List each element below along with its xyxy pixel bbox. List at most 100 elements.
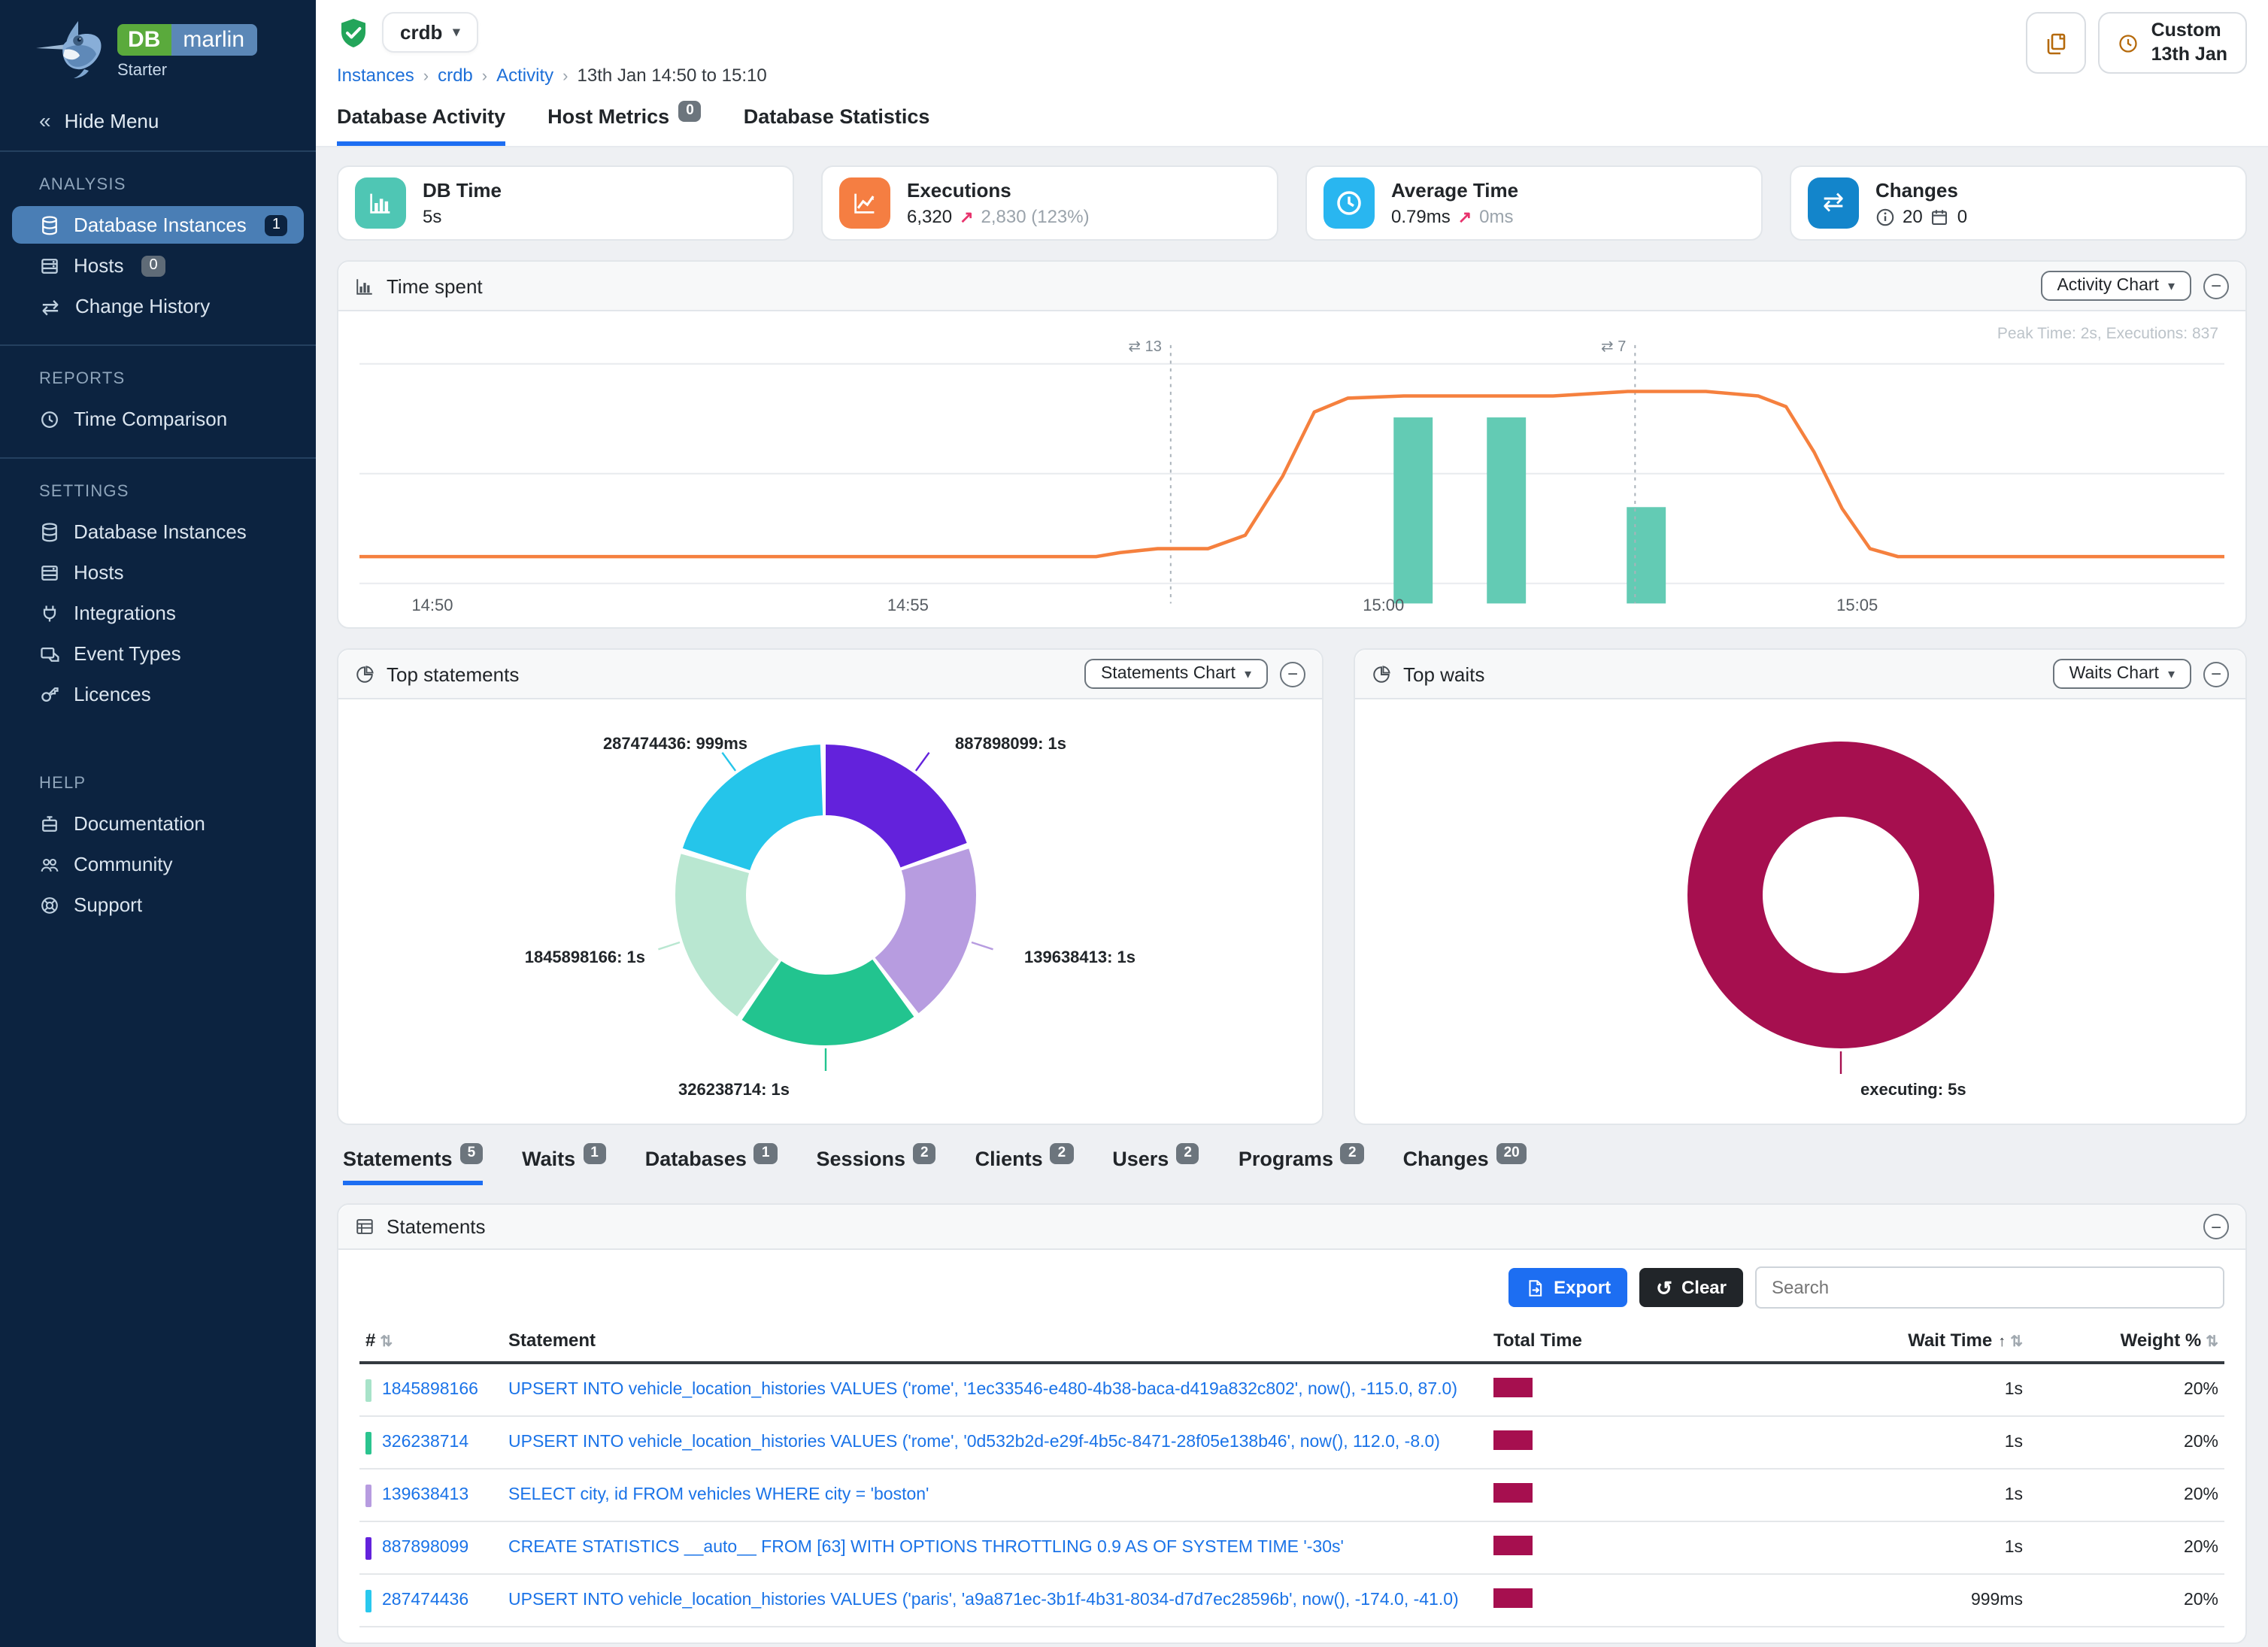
statement-id-link[interactable]: 287474436 bbox=[382, 1591, 469, 1609]
statement-link[interactable]: UPSERT INTO vehicle_location_histories V… bbox=[508, 1591, 1459, 1609]
column-header-statement[interactable]: Statement bbox=[502, 1322, 1487, 1364]
kpi-value: 0.79ms bbox=[1391, 206, 1451, 227]
table-row: 287474436 UPSERT INTO vehicle_location_hi… bbox=[359, 1574, 2224, 1627]
bar-chart-icon bbox=[355, 177, 406, 229]
statements-donut-chart[interactable] bbox=[645, 714, 1006, 1075]
calendar-icon bbox=[1932, 209, 1948, 224]
count-badge: 20 bbox=[1496, 1143, 1527, 1165]
clear-button[interactable]: ↺ Clear bbox=[1639, 1268, 1743, 1307]
activity-line-chart[interactable]: ⇄ 13 ⇄ 7 bbox=[359, 326, 2224, 604]
sidebar-item-settings-hosts[interactable]: Hosts bbox=[12, 554, 304, 591]
tab-database-statistics[interactable]: Database Statistics bbox=[743, 105, 930, 128]
sidebar: DB marlin Starter « Hide Menu ANALYSIS D… bbox=[0, 0, 316, 1647]
page-content: DB Time 5s Executions 6,320 ↗ 2,830 (123… bbox=[316, 147, 2268, 1647]
x-tick-label: 14:55 bbox=[887, 597, 929, 615]
count-badge: 5 bbox=[459, 1143, 484, 1165]
x-tick-label: 15:05 bbox=[1836, 597, 1878, 615]
column-header-wait-time[interactable]: Wait Time ↑ ⇅ bbox=[1713, 1322, 2029, 1364]
waits-donut-chart[interactable] bbox=[1660, 714, 2021, 1075]
pie-chart-icon bbox=[1373, 665, 1390, 682]
people-icon bbox=[41, 857, 59, 872]
donut-label: executing: 5s bbox=[1860, 1081, 1966, 1100]
copy-button[interactable] bbox=[2026, 12, 2087, 74]
detail-tab-users[interactable]: Users 2 bbox=[1112, 1143, 1199, 1185]
donut-label: 887898099: 1s bbox=[955, 736, 1067, 754]
sidebar-section-help: HELP bbox=[39, 775, 86, 793]
sort-icon: ⇅ bbox=[2010, 1334, 2023, 1351]
statement-link[interactable]: UPSERT INTO vehicle_location_histories V… bbox=[508, 1381, 1457, 1399]
statements-chart-select[interactable]: Statements Chart ▾ bbox=[1084, 659, 1268, 689]
collapse-panel-button[interactable]: − bbox=[2203, 273, 2229, 299]
statement-id-link[interactable]: 887898099 bbox=[382, 1539, 469, 1557]
statement-id-link[interactable]: 139638413 bbox=[382, 1486, 469, 1504]
statement-link[interactable]: SELECT city, id FROM vehicles WHERE city… bbox=[508, 1486, 929, 1504]
sidebar-item-documentation[interactable]: Documentation bbox=[12, 805, 304, 842]
sidebar-item-database-instances[interactable]: Database Instances 1 bbox=[12, 206, 304, 244]
collapse-panel-button[interactable]: − bbox=[1280, 661, 1305, 687]
table-toolbar: Export ↺ Clear bbox=[338, 1250, 2245, 1322]
donut-label: 1845898166: 1s bbox=[524, 949, 645, 967]
column-header-weight[interactable]: Weight % ⇅ bbox=[2029, 1322, 2224, 1364]
date-range-button[interactable]: Custom 13th Jan bbox=[2098, 12, 2247, 74]
panel-title: Top waits bbox=[1403, 663, 1485, 685]
sidebar-item-time-comparison[interactable]: Time Comparison bbox=[12, 400, 304, 438]
sidebar-item-settings-database-instances[interactable]: Database Instances bbox=[12, 513, 304, 551]
sidebar-item-change-history[interactable]: ⇄ Change History bbox=[12, 287, 304, 325]
breadcrumb-activity[interactable]: Activity bbox=[496, 65, 554, 86]
detail-tab-programs[interactable]: Programs 2 bbox=[1239, 1143, 1364, 1185]
tab-host-metrics[interactable]: Host Metrics 0 bbox=[547, 101, 702, 146]
statement-link[interactable]: UPSERT INTO vehicle_location_histories V… bbox=[508, 1433, 1440, 1451]
export-button[interactable]: Export bbox=[1508, 1268, 1628, 1307]
detail-tab-changes[interactable]: Changes 20 bbox=[1403, 1143, 1527, 1185]
panel-title: Top statements bbox=[387, 663, 520, 685]
activity-chart-select[interactable]: Activity Chart ▾ bbox=[2040, 271, 2191, 301]
column-header-id[interactable]: # ⇅ bbox=[359, 1322, 502, 1364]
collapse-panel-button[interactable]: − bbox=[2203, 661, 2229, 687]
breadcrumb-instances[interactable]: Instances bbox=[337, 65, 414, 86]
tab-database-activity[interactable]: Database Activity bbox=[337, 105, 506, 146]
count-badge: 2 bbox=[1050, 1143, 1074, 1165]
sidebar-item-licences[interactable]: Licences bbox=[12, 675, 304, 713]
sidebar-item-hosts[interactable]: Hosts 0 bbox=[12, 247, 304, 284]
statement-link[interactable]: CREATE STATISTICS __auto__ FROM [63] WIT… bbox=[508, 1539, 1344, 1557]
copy-icon bbox=[2048, 32, 2066, 54]
detail-tab-clients[interactable]: Clients 2 bbox=[975, 1143, 1074, 1185]
hide-menu-button[interactable]: « Hide Menu bbox=[39, 108, 159, 132]
sidebar-item-community[interactable]: Community bbox=[12, 845, 304, 883]
total-time-bar bbox=[1493, 1588, 1533, 1608]
statements-panel: Statements − Export ↺ Clear bbox=[337, 1203, 2247, 1644]
pie-chart-icon bbox=[356, 665, 374, 682]
chevron-down-icon: ▾ bbox=[453, 24, 460, 39]
breadcrumb: Instances › crdb › Activity › 13th Jan 14:50 t… bbox=[337, 65, 767, 86]
waits-chart-select[interactable]: Waits Chart ▾ bbox=[2052, 659, 2191, 689]
statement-id-link[interactable]: 326238714 bbox=[382, 1433, 469, 1451]
database-icon bbox=[42, 215, 57, 235]
divider bbox=[0, 344, 316, 346]
event-icon bbox=[41, 646, 59, 661]
count-badge: 1 bbox=[753, 1143, 778, 1165]
search-input[interactable] bbox=[1755, 1266, 2224, 1309]
instance-selector[interactable]: crdb ▾ bbox=[382, 12, 478, 53]
licence-icon bbox=[41, 687, 59, 702]
detail-tab-waits[interactable]: Waits 1 bbox=[522, 1143, 606, 1185]
breadcrumb-crdb[interactable]: crdb bbox=[438, 65, 473, 86]
detail-tab-statements[interactable]: Statements 5 bbox=[343, 1143, 484, 1185]
kpi-db-time: DB Time 5s bbox=[337, 165, 794, 241]
svg-text:⇄ 7: ⇄ 7 bbox=[1601, 338, 1626, 355]
detail-tab-databases[interactable]: Databases 1 bbox=[645, 1143, 778, 1185]
column-header-total-time[interactable]: Total Time bbox=[1487, 1322, 1713, 1364]
shield-check-icon bbox=[341, 18, 365, 47]
sidebar-item-event-types[interactable]: Event Types bbox=[12, 635, 304, 672]
count-badge: 2 bbox=[913, 1143, 936, 1165]
statement-id-link[interactable]: 1845898166 bbox=[382, 1381, 478, 1399]
wait-time-value: 999ms bbox=[1713, 1574, 2029, 1627]
kpi-changes: ⇄ Changes 20 0 bbox=[1790, 165, 2247, 241]
collapse-panel-button[interactable]: − bbox=[2203, 1214, 2229, 1239]
sidebar-item-support[interactable]: Support bbox=[12, 886, 304, 924]
top-statements-panel: Top statements Statements Chart ▾ − 2874… bbox=[337, 648, 1324, 1125]
donut-label: 326238714: 1s bbox=[678, 1081, 790, 1100]
sidebar-item-integrations[interactable]: Integrations bbox=[12, 594, 304, 632]
detail-tab-sessions[interactable]: Sessions 2 bbox=[816, 1143, 936, 1185]
wait-time-value: 1s bbox=[1713, 1521, 2029, 1575]
top-statements-donut: 287474436: 999ms 887898099: 1s 184589816… bbox=[338, 699, 1322, 1124]
